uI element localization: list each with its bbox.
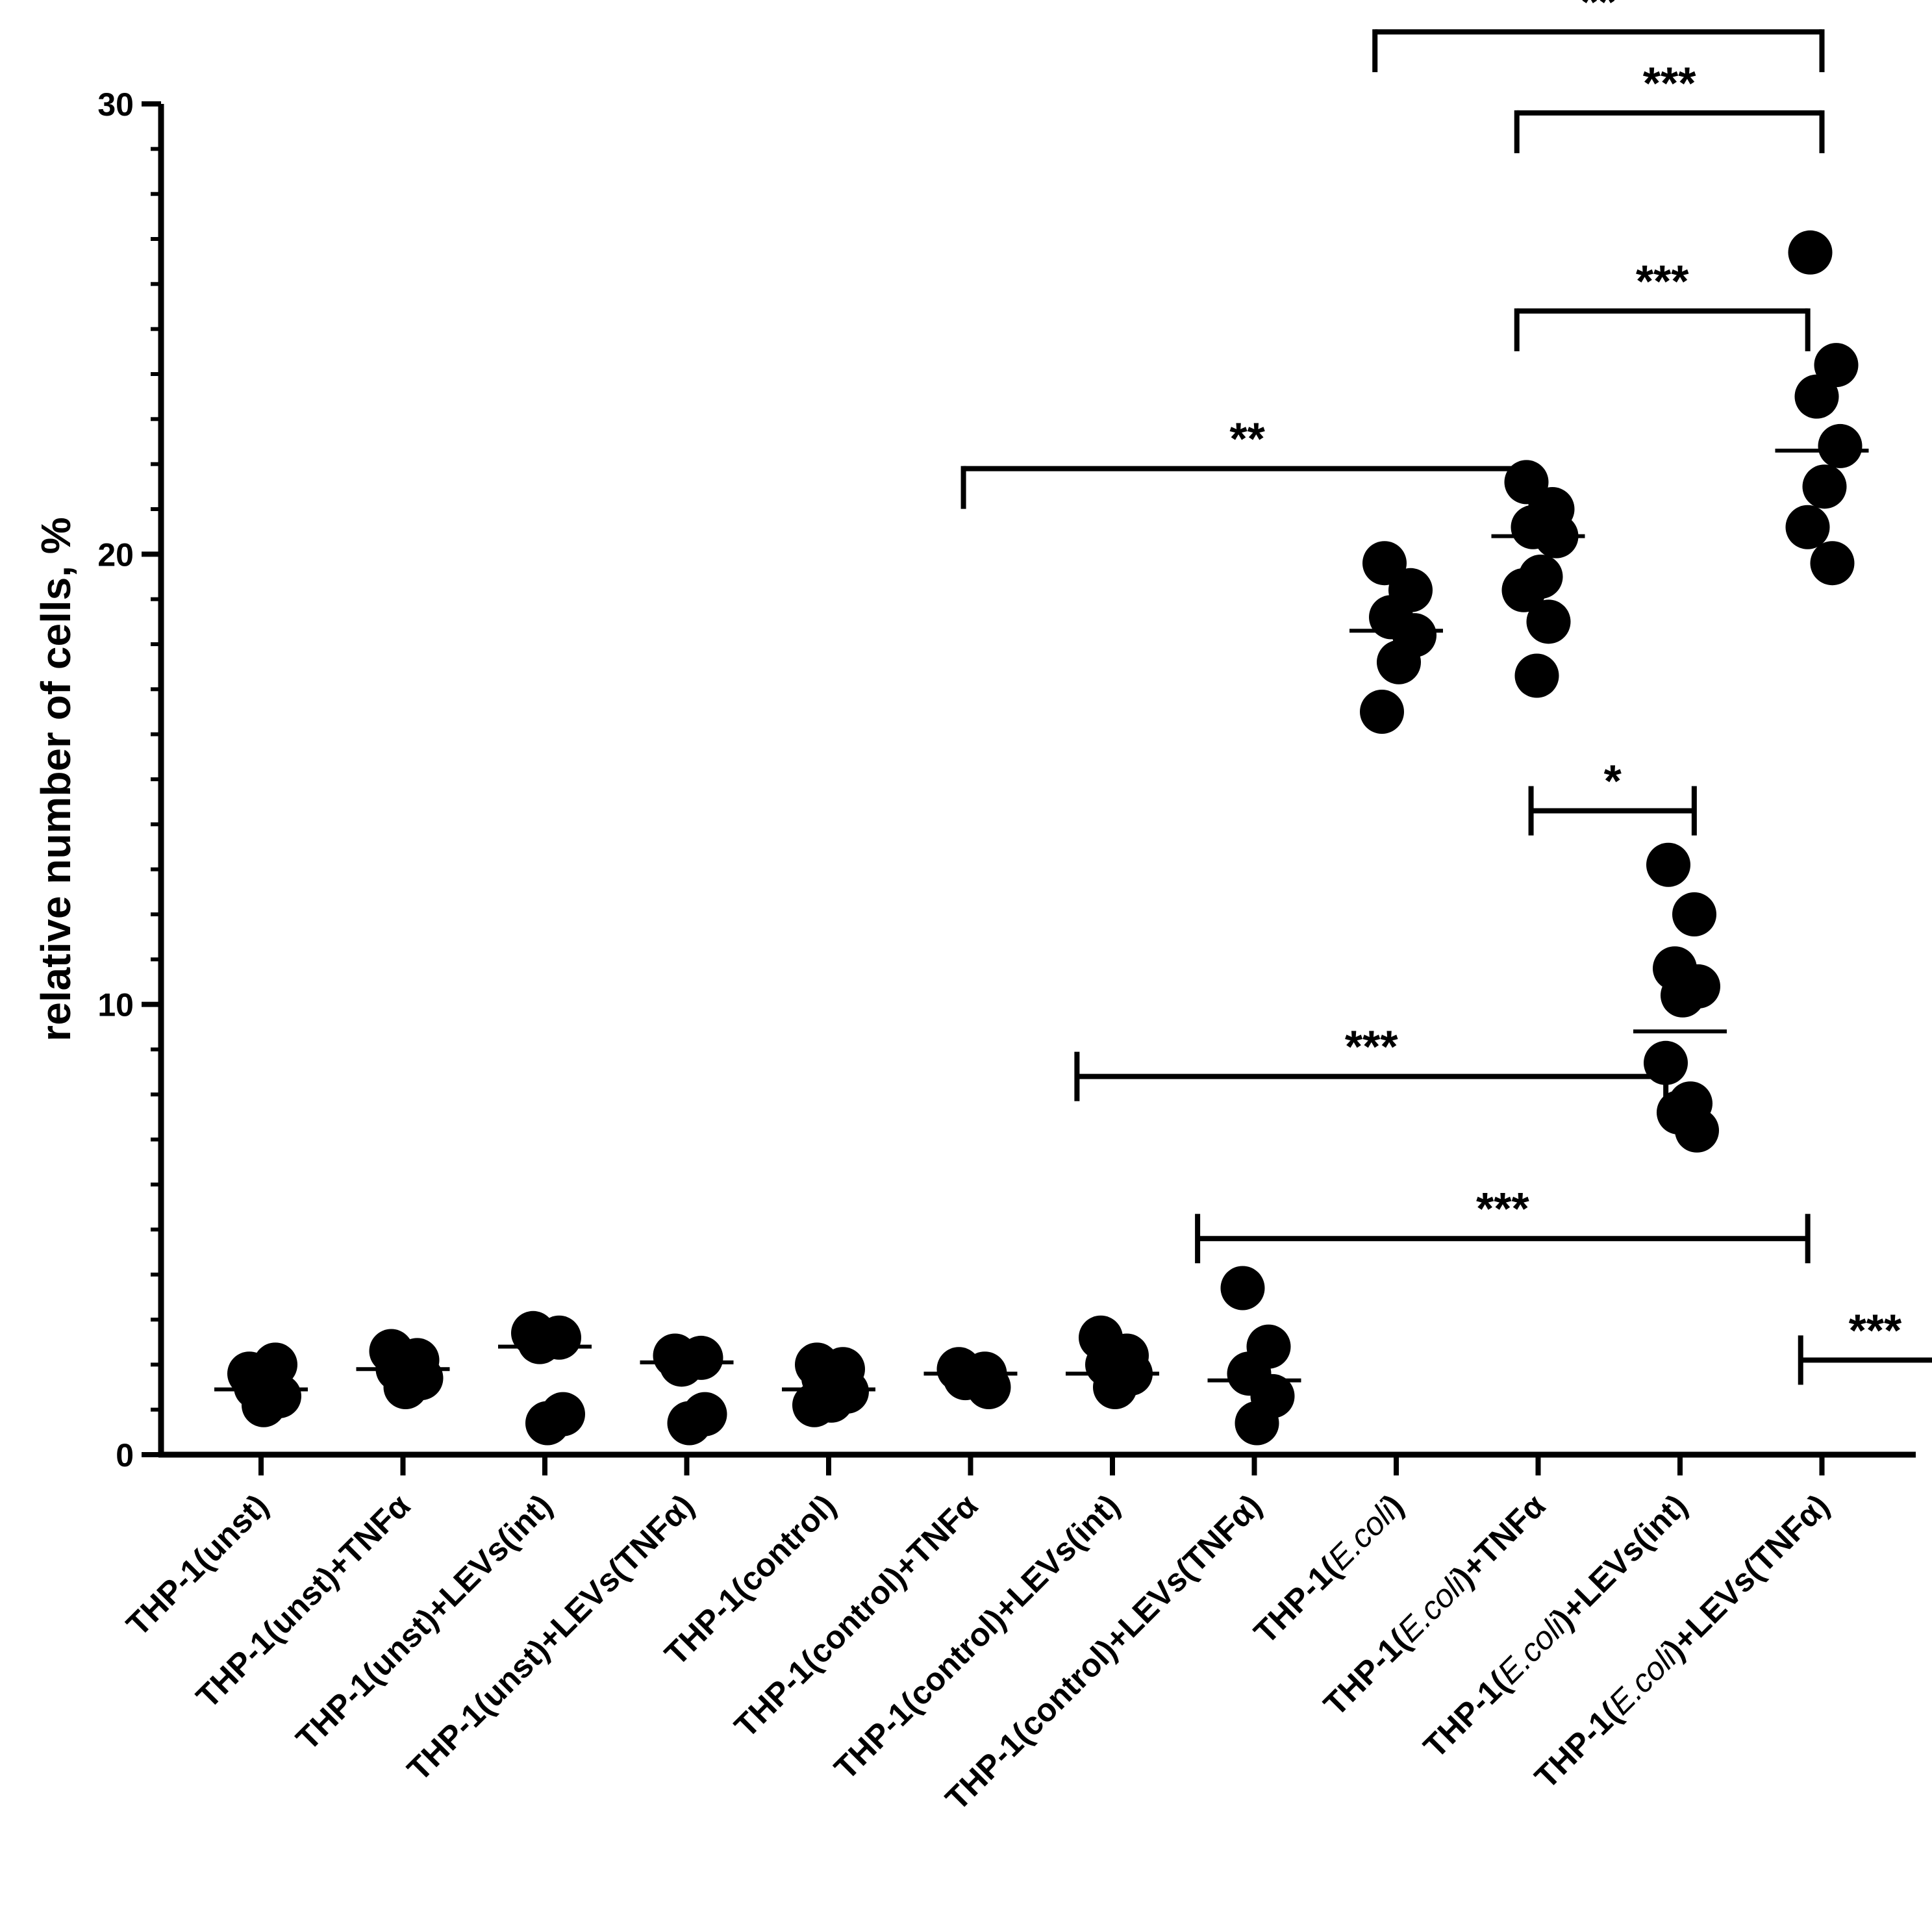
data-point (1501, 568, 1546, 612)
data-points (227, 230, 1863, 1446)
data-point (1675, 1108, 1719, 1153)
data-point (966, 1365, 1011, 1409)
y-ticks (142, 101, 161, 1457)
significance-label: *** (1636, 256, 1689, 307)
data-point (1377, 640, 1421, 684)
data-point (1818, 423, 1863, 468)
data-point (1788, 230, 1833, 275)
category-label: THP-1(unst)+LEVs(TNFα) (400, 1487, 701, 1788)
y-tick-label: 0 (116, 1437, 134, 1473)
data-point (1534, 514, 1579, 558)
category-label: THP-1(control)+LEVs(int) (827, 1487, 1127, 1787)
y-tick-label: 20 (97, 536, 134, 573)
significance-label: *** (1849, 1305, 1902, 1355)
data-point (1661, 973, 1705, 1018)
category-label: THP-1(unst) (119, 1487, 275, 1643)
significance-label: ** (1229, 414, 1265, 464)
category-labels: THP-1(unst)THP-1(unst)+TNFαTHP-1(unst)+L… (119, 1487, 1836, 1817)
data-point (1814, 343, 1859, 388)
x-ticks (258, 1455, 1825, 1475)
data-point (1646, 842, 1690, 887)
data-point (1672, 892, 1716, 936)
data-point (525, 1401, 570, 1446)
significance-label: *** (1476, 1183, 1529, 1234)
category-label: THP-1(E.coli)+LEVs(int) (1416, 1487, 1694, 1765)
mean-lines (214, 448, 1869, 1392)
data-point (1526, 599, 1571, 644)
y-axis-label: relative number of cells, % (32, 517, 79, 1041)
data-point (667, 1401, 712, 1446)
significance-annotations: ******************** (960, 0, 1932, 1385)
y-tick-labels: 0 10 20 30 (97, 86, 134, 1473)
data-point (1220, 1266, 1265, 1310)
data-point (1514, 653, 1559, 698)
significance-label: *** (1345, 1022, 1398, 1072)
y-tick-label: 10 (97, 987, 134, 1023)
y-tick-label: 30 (97, 86, 134, 123)
category-label: THP-1(control)+TNFα (727, 1487, 985, 1744)
data-point (659, 1342, 704, 1387)
data-point (1802, 464, 1847, 509)
category-label: THP-1(E.coli) (1247, 1487, 1411, 1651)
category-label: THP-1(E.coli)+LEVs(TNFα) (1527, 1487, 1836, 1796)
category-label: THP-1(control)+LEVs(TNFα) (938, 1487, 1268, 1817)
data-point (242, 1383, 286, 1427)
data-point (1785, 505, 1830, 549)
significance-label: * (1604, 756, 1622, 807)
significance-label: ** (1581, 0, 1616, 27)
data-point (383, 1365, 428, 1409)
data-point (1360, 690, 1404, 734)
data-point (1235, 1401, 1279, 1446)
category-label: THP-1(unst)+LEVs(int) (289, 1487, 559, 1757)
data-point (518, 1320, 562, 1364)
data-point (1794, 374, 1839, 419)
data-point (1093, 1365, 1137, 1409)
data-point (792, 1383, 836, 1427)
significance-label: *** (1643, 58, 1696, 108)
data-point (1810, 541, 1855, 586)
